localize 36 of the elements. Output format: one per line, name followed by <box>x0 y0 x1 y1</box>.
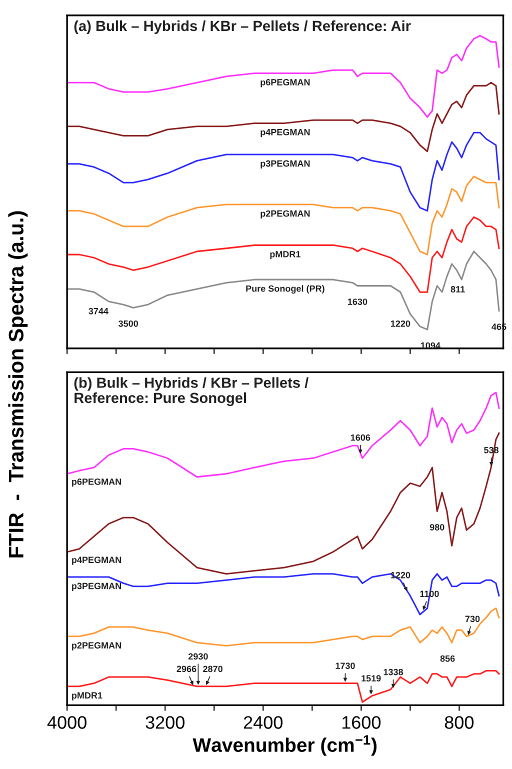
x-tick-label: 800 <box>444 716 474 729</box>
annotation: 730 <box>465 616 480 622</box>
annotation: 2870 <box>203 666 222 672</box>
series-label: p3PEGMAN <box>72 582 121 591</box>
annotation: 1338 <box>384 668 404 676</box>
chart-title: (a) Bulk – Hybrids / KBr – Pellets / Reference: Air <box>74 20 411 34</box>
series-label: Pure Sonogel (PR) <box>246 285 324 294</box>
series-label: p6PEGMAN <box>72 478 121 487</box>
annotation: 1730 <box>336 662 355 670</box>
annotation: 2966 <box>176 666 196 672</box>
series-label: p4PEGMAN <box>260 128 310 138</box>
series-label: p3PEGMAN <box>260 160 310 168</box>
annotation: 811 <box>450 286 465 292</box>
y-axis-title: FTIR - Transmission Spectra (a.u.) <box>8 211 28 558</box>
x-tick-label: 3200 <box>146 716 184 729</box>
annotation: 3500 <box>118 320 138 327</box>
annotation: 980 <box>430 524 444 530</box>
annotation: 3744 <box>88 308 108 314</box>
annotation: 2930 <box>188 653 208 660</box>
annotation: 1606 <box>350 434 370 441</box>
annotation: 1094 <box>420 342 440 349</box>
x-axis-title: Wavenumber (cm$^{−1}$) <box>192 735 377 756</box>
x-tick-label: 4000 <box>47 716 86 729</box>
series-label: p6PEGMAN <box>260 79 310 88</box>
annotation: 1630 <box>348 298 368 305</box>
annotation: 856 <box>440 655 455 662</box>
series-label: p2PEGMAN <box>72 642 121 650</box>
series-label: pMDR1 <box>270 251 300 260</box>
annotation: 1220 <box>390 320 410 327</box>
series-label: p4PEGMAN <box>72 556 121 565</box>
x-tick-label: 1600 <box>342 716 381 729</box>
series-label: p2PEGMAN <box>260 210 310 219</box>
annotation: 1519 <box>362 675 381 682</box>
x-tick-label: 2400 <box>244 716 283 729</box>
series-label: pMDR1 <box>72 692 102 700</box>
chart-title: (b) Bulk – Hybrids / KBr – Pellets / Reference: Pure Sonogel <box>74 377 308 406</box>
